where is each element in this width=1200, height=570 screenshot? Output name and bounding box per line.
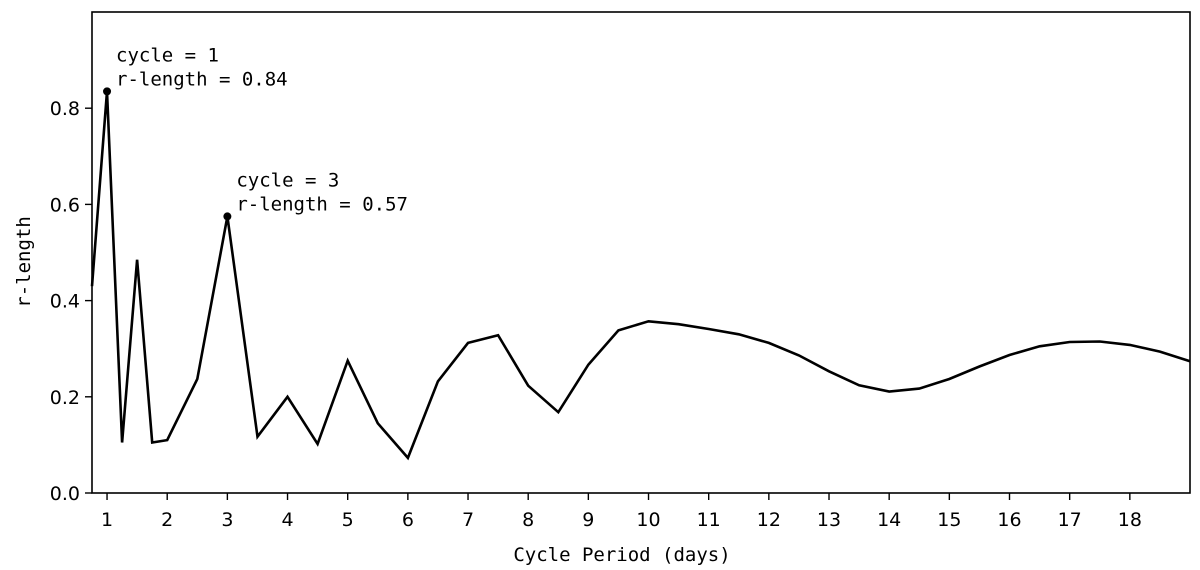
x-tick-label: 1 — [101, 509, 113, 531]
x-axis-label: Cycle Period (days) — [513, 544, 730, 566]
x-tick-label: 5 — [342, 509, 354, 531]
x-tick-label: 17 — [1058, 509, 1082, 531]
x-tick-label: 12 — [757, 509, 781, 531]
x-tick-label: 10 — [636, 509, 660, 531]
x-tick-label: 7 — [462, 509, 474, 531]
y-tick-label: 0.8 — [50, 98, 80, 120]
annotation-layer: cycle = 1r-length = 0.84 cycle = 3r-lengt… — [103, 44, 408, 221]
x-axis: 1 2 3 4 5 6 7 8 9 10 11 12 13 14 15 16 17 18 — [101, 493, 1142, 531]
x-tick-label: 16 — [997, 509, 1021, 531]
x-tick-label: 3 — [221, 509, 233, 531]
y-axis: 0.0 0.2 0.4 0.6 0.8 — [50, 98, 92, 505]
peak-marker — [223, 212, 232, 221]
y-tick-label: 0.2 — [50, 387, 80, 409]
annotation-cycle: cycle = 3 — [236, 169, 339, 191]
series-line — [90, 91, 1191, 461]
x-tick-label: 9 — [582, 509, 594, 531]
y-tick-label: 0.6 — [50, 194, 80, 216]
x-tick-label: 13 — [817, 509, 841, 531]
annotation-r-length: r-length = 0.84 — [116, 68, 288, 90]
x-tick-label: 15 — [937, 509, 961, 531]
series-layer — [90, 91, 1191, 461]
annotation-cycle: cycle = 1 — [116, 44, 219, 66]
x-tick-label: 6 — [402, 509, 414, 531]
x-tick-label: 18 — [1118, 509, 1142, 531]
y-axis-label: r-length — [13, 216, 35, 308]
x-tick-label: 2 — [161, 509, 173, 531]
peak-marker — [103, 87, 112, 96]
x-tick-label: 8 — [522, 509, 534, 531]
x-tick-label: 11 — [697, 509, 721, 531]
annotation-r-length: r-length = 0.57 — [236, 193, 408, 215]
y-tick-label: 0.0 — [50, 483, 80, 505]
x-tick-label: 14 — [877, 509, 901, 531]
y-tick-label: 0.4 — [50, 291, 80, 313]
x-tick-label: 4 — [281, 509, 293, 531]
